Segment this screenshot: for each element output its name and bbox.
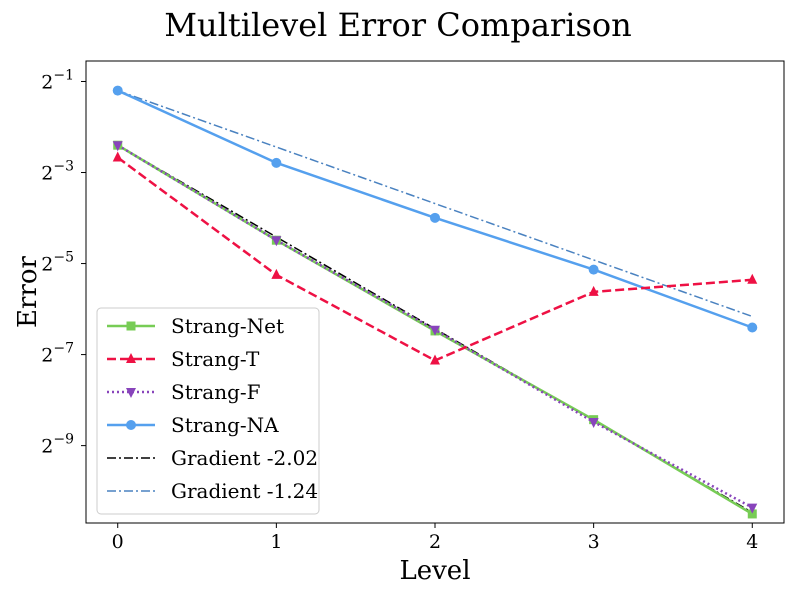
x-tick-label: 4 <box>746 531 758 553</box>
series-strang-f <box>112 141 758 514</box>
series-line <box>117 144 753 514</box>
series-gradient-2-02 <box>117 144 753 514</box>
series-line <box>117 144 753 509</box>
data-point <box>112 85 123 96</box>
tick-layer: 0 1 2 3 4 2−1 2−3 2−5 2−7 2−9 <box>41 67 758 553</box>
series-gradient-1-24 <box>117 89 753 318</box>
data-point <box>430 325 440 336</box>
data-point <box>112 141 123 152</box>
legend-swatch-marker <box>126 321 136 331</box>
data-point <box>588 417 599 428</box>
x-tick-label: 3 <box>588 531 600 553</box>
series-line <box>117 89 753 329</box>
data-point <box>271 268 282 279</box>
data-point <box>747 273 758 284</box>
chart-title: Multilevel Error Comparison <box>164 6 631 44</box>
data-point <box>588 264 599 275</box>
data-point <box>112 151 123 162</box>
y-tick-label: 2−7 <box>41 341 74 367</box>
x-axis-label: Level <box>399 556 470 586</box>
y-tick-label: 2−1 <box>41 67 74 93</box>
series-layer <box>112 85 758 519</box>
data-point <box>747 322 758 333</box>
x-tick-label: 2 <box>429 531 441 553</box>
legend-label: Strang-NA <box>171 413 279 437</box>
legend-label: Gradient -2.02 <box>171 446 318 470</box>
x-tick-label: 1 <box>270 531 282 553</box>
legend-swatch-marker <box>126 388 136 398</box>
data-point <box>747 503 758 514</box>
data-point <box>588 285 599 296</box>
legend-label: Strang-T <box>171 347 260 371</box>
data-point <box>271 157 282 168</box>
data-point <box>271 236 282 247</box>
data-point <box>747 509 757 519</box>
data-point <box>430 354 440 365</box>
legend: Strang-Net Strang-T Strang-F Strang-NA Gradi… <box>96 307 320 515</box>
legend-label: Gradient -1.24 <box>171 479 318 503</box>
legend-swatch-marker <box>126 353 136 363</box>
series-strang-t <box>112 151 758 365</box>
series-line <box>117 89 753 318</box>
legend-swatch-marker <box>126 420 136 430</box>
legend-label: Strang-Net <box>171 314 284 338</box>
y-tick-label: 2−9 <box>41 432 74 458</box>
legend-label: Strang-F <box>171 380 261 404</box>
y-tick-label: 2−5 <box>41 250 74 276</box>
data-point <box>430 212 440 223</box>
y-tick-label: 2−3 <box>41 159 74 185</box>
x-tick-label: 0 <box>112 531 124 553</box>
y-axis-label: Error <box>13 255 43 327</box>
